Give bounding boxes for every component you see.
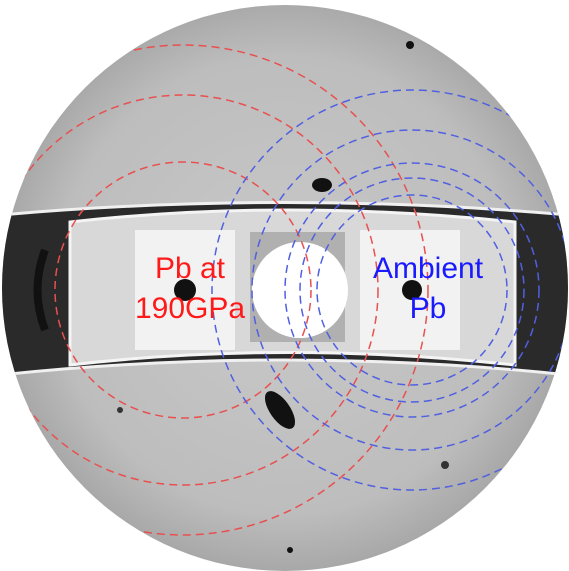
page: Pb at 190GPa Ambient Pb (() => { const d… xyxy=(0,0,569,571)
right-label: Ambient xyxy=(373,252,484,285)
left-label: Pb at xyxy=(155,252,226,285)
spot xyxy=(287,547,293,553)
spot xyxy=(406,41,414,49)
spot xyxy=(312,178,332,192)
spot xyxy=(117,407,123,413)
spot xyxy=(441,461,449,469)
left-label: 190GPa xyxy=(135,292,245,325)
diffraction-image: Pb at 190GPa Ambient Pb xyxy=(0,0,569,571)
right-label: Pb xyxy=(410,292,447,325)
detector-area xyxy=(0,0,569,571)
